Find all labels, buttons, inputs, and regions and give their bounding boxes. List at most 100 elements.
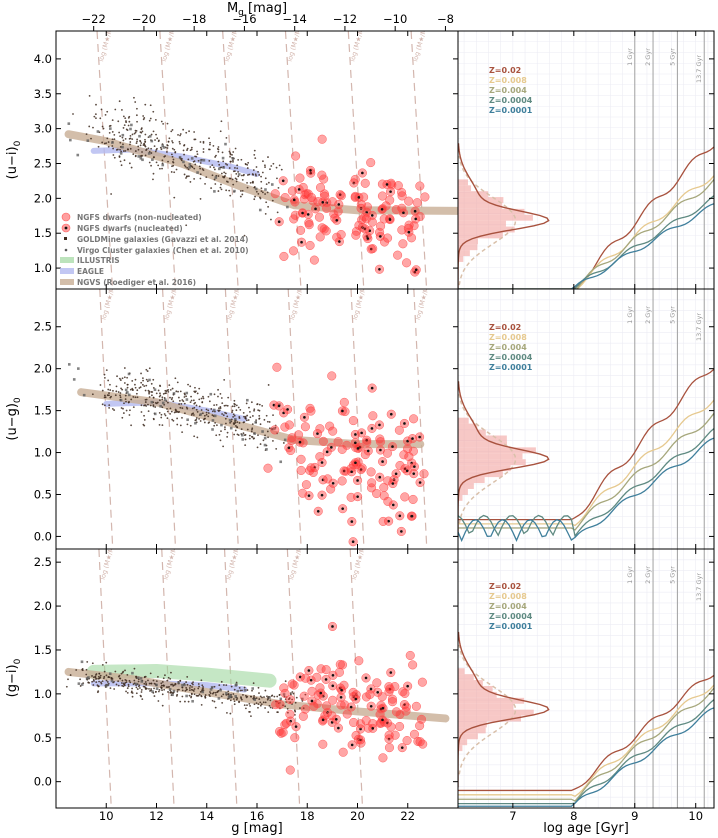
virgo-point bbox=[199, 413, 203, 416]
goldmine-point bbox=[291, 691, 294, 693]
goldmine-point bbox=[120, 672, 123, 675]
goldmine-point bbox=[159, 392, 161, 395]
goldmine-point bbox=[227, 396, 230, 399]
goldmine-point bbox=[276, 177, 278, 180]
ngfs-non-nucleated-point bbox=[382, 448, 393, 458]
goldmine-point bbox=[237, 406, 240, 409]
ngfs-non-nucleated-point bbox=[308, 196, 318, 206]
goldmine-point bbox=[266, 430, 269, 433]
goldmine-point bbox=[152, 110, 155, 113]
ngfs-non-nucleated-point bbox=[314, 212, 324, 222]
nucleus-marker bbox=[414, 217, 418, 221]
goldmine-point bbox=[183, 144, 186, 146]
virgo-point bbox=[69, 138, 72, 142]
goldmine-point bbox=[148, 161, 151, 164]
top-x-tick-label: −12 bbox=[333, 12, 357, 26]
grid-layer bbox=[458, 31, 714, 808]
mass-line-label: log (M★/M☉) = 7 bbox=[351, 265, 374, 321]
goldmine-point bbox=[230, 685, 233, 688]
goldmine-point bbox=[268, 427, 271, 430]
goldmine-point bbox=[106, 137, 109, 140]
goldmine-point bbox=[198, 398, 201, 401]
goldmine-point bbox=[111, 407, 114, 410]
goldmine-point bbox=[244, 415, 247, 418]
goldmine-point bbox=[126, 383, 129, 386]
goldmine-point bbox=[264, 689, 267, 692]
goldmine-point bbox=[253, 153, 256, 156]
goldmine-point bbox=[258, 692, 260, 694]
histogram-bar bbox=[458, 727, 486, 734]
goldmine-point bbox=[176, 693, 179, 696]
ngvs-band bbox=[64, 130, 458, 215]
legend-marker-goldmine bbox=[64, 237, 67, 240]
goldmine-point bbox=[221, 413, 224, 415]
ngfs-non-nucleated-point bbox=[295, 173, 305, 183]
goldmine-point bbox=[264, 212, 267, 215]
goldmine-point bbox=[142, 144, 145, 146]
goldmine-point bbox=[147, 410, 150, 413]
goldmine-point bbox=[233, 703, 236, 706]
goldmine-point bbox=[142, 118, 145, 121]
goldmine-point bbox=[200, 409, 203, 411]
virgo-point bbox=[134, 682, 138, 686]
goldmine-point bbox=[260, 187, 263, 190]
goldmine-point bbox=[271, 694, 274, 697]
nucleus-marker bbox=[331, 481, 335, 485]
nucleus-marker bbox=[412, 472, 416, 475]
goldmine-point bbox=[177, 390, 179, 393]
goldmine-point bbox=[119, 141, 122, 144]
goldmine-point bbox=[230, 418, 233, 421]
nucleus-marker bbox=[337, 726, 340, 730]
ngfs-non-nucleated-point bbox=[367, 478, 377, 488]
goldmine-point bbox=[221, 402, 224, 405]
goldmine-point bbox=[69, 674, 72, 676]
goldmine-point bbox=[125, 681, 128, 684]
goldmine-point bbox=[101, 141, 104, 144]
metallicity-legend-gi: Z=0.02 Z=0.008 Z=0.004 Z=0.0004 Z=0.0001 bbox=[489, 582, 533, 631]
goldmine-point bbox=[237, 158, 240, 161]
goldmine-point bbox=[193, 178, 196, 180]
goldmine-point bbox=[240, 698, 243, 701]
nucleus-marker bbox=[403, 422, 406, 425]
nucleus-marker bbox=[307, 494, 311, 497]
ngfs-non-nucleated-point bbox=[276, 728, 286, 738]
goldmine-point bbox=[131, 138, 134, 140]
goldmine-point bbox=[232, 413, 235, 416]
nucleus-marker bbox=[324, 678, 328, 681]
goldmine-point bbox=[165, 686, 168, 689]
goldmine-point bbox=[143, 117, 146, 119]
y-tick-label: 1.5 bbox=[34, 643, 52, 657]
goldmine-point bbox=[246, 163, 249, 166]
goldmine-point bbox=[220, 430, 222, 432]
goldmine-point bbox=[248, 406, 250, 409]
goldmine-point bbox=[150, 382, 153, 385]
goldmine-point bbox=[132, 406, 135, 408]
goldmine-point bbox=[121, 109, 123, 111]
goldmine-point bbox=[250, 435, 253, 438]
goldmine-point bbox=[150, 152, 153, 154]
legend-marker-illustris bbox=[60, 257, 74, 263]
nucleus-marker bbox=[320, 461, 324, 464]
virgo-point bbox=[202, 158, 206, 162]
goldmine-point bbox=[159, 384, 161, 387]
nucleus-marker bbox=[354, 441, 357, 445]
goldmine-point bbox=[119, 379, 122, 381]
goldmine-point bbox=[97, 677, 100, 680]
goldmine-point bbox=[255, 419, 258, 422]
virgo-point bbox=[264, 188, 267, 191]
goldmine-point bbox=[153, 695, 156, 697]
goldmine-point bbox=[246, 186, 249, 189]
goldmine-point bbox=[249, 410, 251, 413]
ngfs-non-nucleated-point bbox=[402, 735, 412, 746]
nucleus-marker bbox=[359, 727, 362, 731]
goldmine-point bbox=[186, 166, 189, 169]
histogram-bar bbox=[458, 680, 483, 686]
goldmine-point bbox=[260, 180, 263, 183]
ngfs-non-nucleated-point bbox=[280, 688, 290, 698]
goldmine-point bbox=[266, 695, 268, 698]
goldmine-point bbox=[136, 140, 138, 143]
nucleus-marker bbox=[359, 468, 363, 471]
goldmine-point bbox=[110, 193, 113, 195]
goldmine-point bbox=[162, 392, 165, 395]
metallicity-z002: Z=0.02 bbox=[489, 323, 521, 332]
